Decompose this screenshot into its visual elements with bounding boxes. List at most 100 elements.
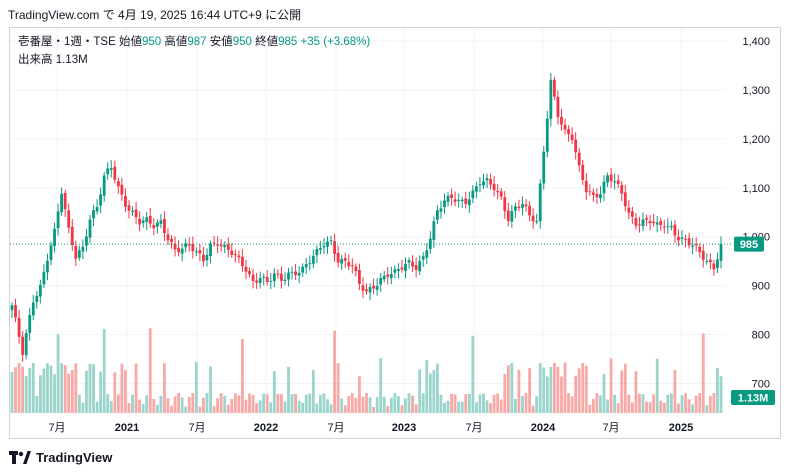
volume-bar [421, 393, 425, 413]
low-value: 950 [232, 36, 252, 48]
volume-bar [407, 393, 411, 413]
volume-bar [393, 393, 397, 413]
candle-body [436, 210, 439, 220]
volume-bar [684, 393, 687, 413]
candle-body [241, 256, 244, 267]
y-tick-label: 1,300 [742, 85, 770, 97]
volume-bar [269, 402, 273, 413]
volume-bar [276, 393, 280, 413]
volume-bar [315, 403, 319, 413]
candle-body [588, 191, 592, 193]
x-tick-label: 2022 [254, 422, 278, 434]
volume-bar [503, 374, 507, 413]
y-tick-label: 700 [752, 379, 770, 391]
candle-body [397, 268, 400, 271]
volume-bar [74, 363, 78, 413]
candle-body [322, 245, 326, 248]
volume-bar [21, 366, 25, 413]
candle-body [124, 195, 127, 207]
volume-bar [163, 363, 166, 413]
candle-body [425, 250, 429, 258]
footer-brand[interactable]: TradingView [9, 450, 112, 465]
candle-body [666, 225, 670, 227]
volume-bar [223, 395, 227, 413]
volume-bar [446, 400, 450, 413]
volume-bar [173, 396, 177, 413]
volume-bar [584, 365, 588, 413]
candle-body [170, 238, 173, 243]
x-tick-label: 7月 [188, 422, 205, 434]
volume-bar [574, 375, 578, 413]
candle-body [404, 264, 407, 272]
candle-body [602, 181, 606, 194]
candle-body [67, 210, 71, 228]
candle-body [563, 124, 567, 130]
y-tick-label: 800 [752, 330, 770, 342]
volume-bar [669, 393, 673, 413]
candle-body [145, 217, 149, 222]
candle-body [347, 261, 351, 267]
volume-bar [517, 369, 521, 413]
volume-bar [198, 406, 202, 413]
candle-body [191, 243, 195, 252]
candle-body [467, 199, 471, 206]
volume-bar [471, 336, 475, 413]
candle-body [226, 244, 230, 250]
candle-body [645, 218, 648, 220]
candle-body [712, 263, 716, 270]
candle-body [77, 250, 81, 258]
ohlc-legend: 壱番屋・1週・TSE 始値950 高値987 安値950 終値985 +35 (… [18, 34, 370, 50]
volume-bar [46, 363, 49, 413]
volume-bar [499, 399, 503, 413]
volume-bar [616, 403, 620, 413]
candle-body [400, 267, 404, 270]
candle-body [102, 175, 106, 196]
volume-tag-label: 1.13M [738, 393, 769, 405]
candle-body [287, 272, 290, 280]
volume-bar [591, 398, 595, 413]
candle-body [60, 193, 64, 213]
volume-bar [492, 394, 496, 413]
volume-bar [467, 393, 471, 413]
candle-body [205, 254, 209, 261]
candle-body [574, 139, 578, 153]
candle-body [591, 192, 595, 195]
volume-bar [375, 397, 379, 413]
candle-body [308, 263, 312, 265]
candle-body [70, 226, 74, 246]
volume-value: 1.13M [55, 54, 88, 66]
candle-body [106, 168, 110, 175]
volume-bar [386, 406, 390, 413]
volume-bar [301, 402, 305, 413]
chart-frame [9, 27, 781, 439]
volume-bar [716, 367, 719, 413]
volume-bar [528, 368, 531, 413]
time-axis[interactable]: 7月 2021 7月 2022 7月 2023 7月 2024 7月 2025 [48, 422, 693, 434]
candle-body [88, 219, 92, 238]
volume-bar [531, 405, 535, 413]
volume-bar [368, 397, 372, 413]
volume-bar [620, 370, 624, 413]
volume-bar [49, 365, 53, 413]
volume-bar [177, 393, 181, 413]
volume-bar [411, 395, 414, 413]
candle-body [414, 265, 418, 270]
volume-bar [609, 358, 613, 413]
volume-bar [56, 334, 60, 413]
volume-bar [538, 363, 542, 413]
close-value: 985 [278, 36, 298, 48]
candle-body [382, 275, 386, 280]
volume-bar [17, 363, 21, 413]
volume-bar [627, 394, 631, 413]
candle-body [560, 116, 563, 125]
candle-body [648, 221, 652, 224]
candle-body [177, 247, 181, 253]
x-tick-label: 2023 [392, 422, 416, 434]
candle-body [209, 243, 212, 256]
candle-body [535, 221, 539, 223]
volume-bar [655, 358, 659, 413]
candle-body [131, 210, 134, 213]
volume-bar [389, 397, 393, 413]
